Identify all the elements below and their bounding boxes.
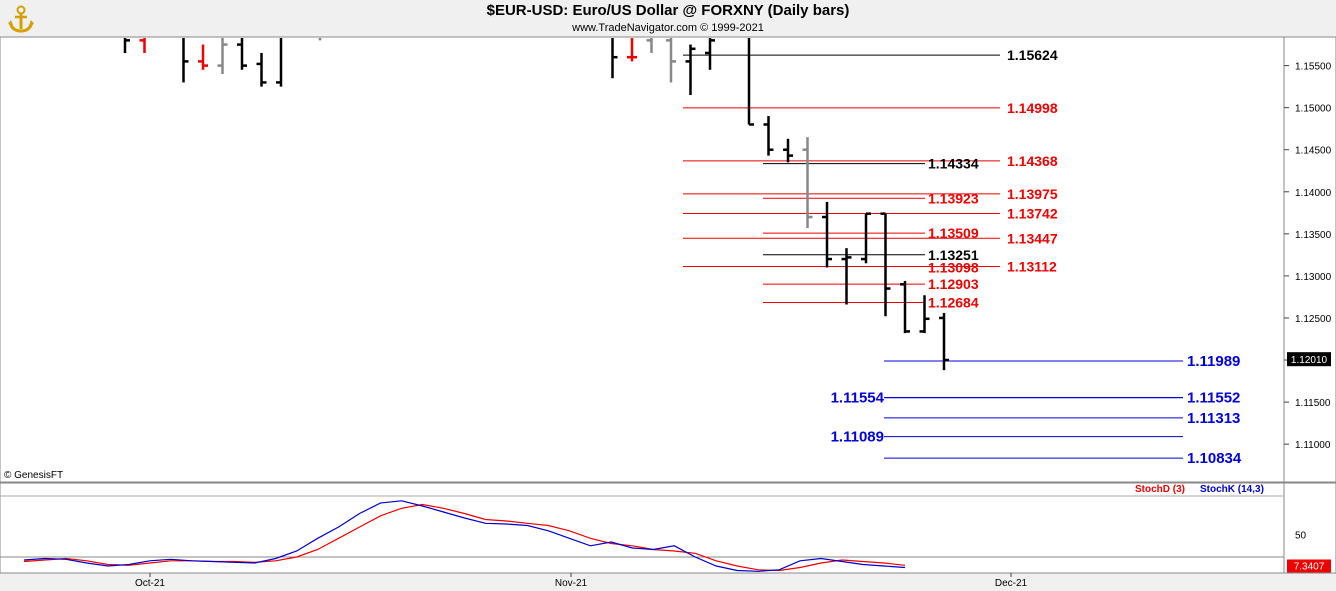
ohlc-bar	[763, 116, 774, 156]
price-level-label: 1.13447	[1007, 230, 1058, 246]
ohlc-bar	[919, 295, 930, 334]
ohlc-bar	[880, 212, 891, 317]
ohlc-bar	[646, 38, 653, 53]
ohlc-bar	[802, 137, 813, 228]
price-level-label: 1.11089	[831, 429, 884, 446]
ohlc-bar	[900, 280, 910, 334]
ohlc-bar	[198, 44, 208, 70]
price-level-label: 1.14334	[928, 156, 979, 172]
ohlc-bar	[276, 38, 283, 87]
chart-title: $EUR-USD: Euro/US Dollar @ FORXNY (Daily…	[486, 2, 850, 19]
date-axis-background	[0, 573, 1336, 591]
stochastic-panel: StochD (3) StochK (14,3)	[0, 482, 1336, 574]
price-level-label: 1.11552	[1187, 390, 1240, 407]
ohlc-bar	[123, 38, 130, 53]
price-tick-label: 1.15500	[1295, 62, 1332, 73]
price-panel: © GenesisFT	[0, 36, 1336, 483]
copyright-label: © GenesisFT	[4, 470, 63, 481]
ohlc-bar	[237, 38, 247, 70]
price-tick-label: 1.13500	[1295, 230, 1332, 241]
ohlc-bar	[256, 52, 267, 87]
price-level-label: 1.13509	[928, 225, 979, 241]
price-tick-label: 1.14000	[1295, 188, 1332, 199]
price-level-label: 1.14998	[1007, 100, 1058, 116]
stochastic-axis[interactable]	[1283, 482, 1336, 574]
price-level-label: 1.15624	[1007, 47, 1058, 63]
ohlc-bar	[861, 212, 871, 264]
stochastic-last-value-label: 7.3407	[1294, 561, 1325, 572]
price-level-label: 1.10834	[1187, 450, 1242, 467]
date-tick-label: Nov-21	[555, 578, 588, 589]
ohlc-bar	[747, 38, 754, 126]
price-tick-label: 1.11500	[1295, 398, 1331, 409]
price-level-label: 1.13112	[1007, 258, 1057, 274]
ohlc-bar	[685, 44, 696, 96]
price-panel-frame	[0, 36, 1285, 483]
price-level-label: 1.13923	[928, 190, 979, 206]
chart-subtitle: www.TradeNavigator.com © 1999-2021	[572, 22, 764, 34]
stoch-k-legend: StochK (14,3)	[1200, 484, 1264, 495]
ohlc-bar	[217, 38, 228, 75]
ohlc-bar	[182, 38, 189, 83]
ohlc-bar	[627, 38, 637, 62]
stochastic-last-value-tag	[1287, 559, 1331, 573]
price-level-label: 1.11313	[1187, 410, 1240, 427]
price-tick-label: 1.14500	[1295, 146, 1332, 157]
price-level-label: 1.13251	[928, 247, 979, 263]
price-level-label: 1.12684	[928, 294, 979, 310]
stoch-k-line	[23, 500, 906, 572]
ohlc-bar	[939, 312, 949, 371]
date-tick-label: Oct-21	[135, 578, 165, 589]
date-axis	[0, 572, 1336, 591]
last-price-label: 1.12010	[1291, 355, 1328, 366]
date-tick-label: Dec-21	[995, 578, 1028, 589]
price-tick-label: 1.13000	[1295, 272, 1332, 283]
stoch-d-legend: StochD (3)	[1135, 484, 1185, 495]
ohlc-bar	[841, 248, 852, 305]
price-level-label: 1.13975	[1007, 186, 1058, 202]
price-level-label: 1.14368	[1007, 153, 1058, 169]
ohlc-bar	[705, 38, 715, 70]
ohlc-bar	[822, 201, 832, 268]
price-tick-label: 1.12500	[1295, 314, 1332, 325]
anchor-logo-icon	[8, 5, 34, 33]
ohlc-bar	[783, 138, 793, 163]
price-level-label: 1.12903	[928, 276, 979, 292]
ohlc-bar	[139, 38, 146, 53]
ohlc-bar	[611, 38, 618, 79]
ohlc-bar	[666, 38, 676, 83]
price-level-label: 1.11989	[1187, 353, 1240, 370]
price-level-label: 1.13098	[928, 260, 979, 276]
price-tick-label: 1.11000	[1295, 440, 1331, 451]
price-level-label: 1.13742	[1007, 205, 1058, 221]
stochastic-tick-label: 50	[1295, 531, 1307, 542]
chart-header: $EUR-USD: Euro/US Dollar @ FORXNY (Daily…	[0, 0, 1336, 37]
stoch-d-line	[23, 503, 906, 572]
price-level-label: 1.11554	[831, 390, 885, 407]
last-price-tag	[1287, 352, 1331, 367]
price-tick-label: 1.15000	[1295, 104, 1332, 115]
price-axis[interactable]	[1283, 36, 1336, 483]
